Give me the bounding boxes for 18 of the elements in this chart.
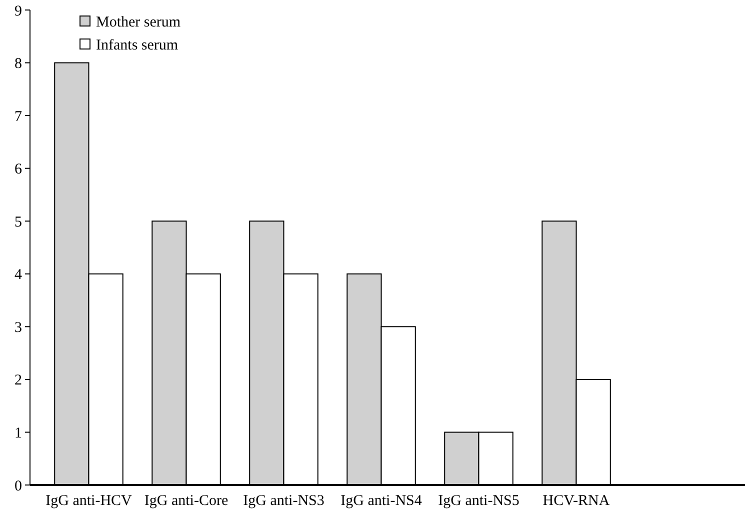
y-tick-label: 5	[14, 214, 22, 230]
y-tick-label: 1	[14, 425, 22, 442]
x-tick-label: IgG anti-Core	[144, 493, 228, 509]
x-tick-label: IgG anti-NS4	[340, 493, 422, 509]
y-tick-label: 7	[14, 108, 22, 125]
y-tick-label: 3	[14, 320, 22, 336]
y-tick-label: 4	[14, 267, 22, 284]
legend-label: Infants serum	[96, 37, 178, 54]
y-tick-label: 0	[14, 478, 22, 494]
legend-label: Mother serum	[96, 14, 181, 30]
y-tick-label: 6	[14, 162, 22, 178]
x-tick-label: IgG anti-NS3	[243, 493, 324, 509]
x-tick-label: IgG anti-HCV	[46, 493, 132, 509]
x-tick-label: HCV-RNA	[542, 493, 610, 509]
y-tick-label: 2	[14, 372, 22, 389]
y-tick-label: 8	[14, 56, 22, 72]
y-tick-label: 9	[14, 3, 22, 20]
x-tick-label: IgG anti-NS5	[438, 493, 520, 509]
